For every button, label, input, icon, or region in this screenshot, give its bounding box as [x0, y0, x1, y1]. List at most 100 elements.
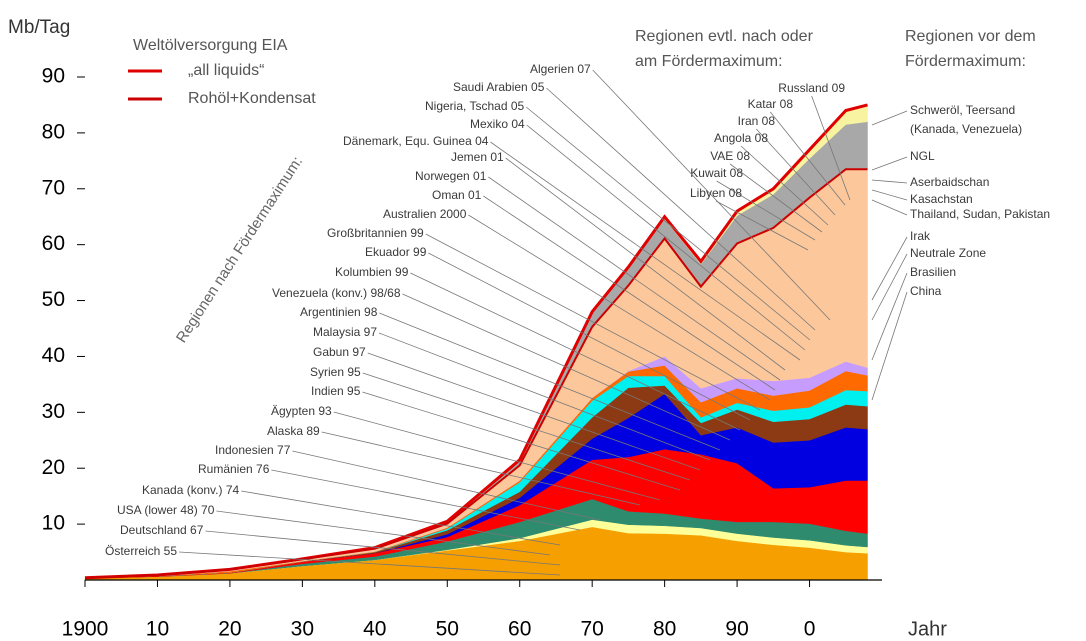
y-tick-label: 60 — [42, 232, 65, 255]
leader-line — [871, 253, 908, 321]
legend-label: „all liquids“ — [188, 62, 264, 79]
column-header: am Fördermaximum: — [635, 53, 783, 70]
leader-line — [378, 332, 711, 461]
leader-line — [468, 214, 771, 401]
region-label: Kuwait 08 — [690, 166, 743, 180]
region-label: Österreich 55 — [105, 544, 177, 558]
leader-line — [871, 156, 908, 171]
region-label: Syrien 95 — [310, 365, 361, 379]
region-label: Libyen 08 — [690, 186, 742, 200]
region-label: Ägypten 93 — [271, 404, 332, 418]
x-tick-label: 80 — [653, 618, 676, 641]
region-label: Brasilien — [910, 265, 956, 279]
leader-line — [871, 179, 908, 184]
leader-line — [505, 157, 786, 371]
region-label: Mexiko 04 — [470, 117, 525, 131]
leader-line — [292, 450, 601, 521]
leader-line — [410, 272, 741, 431]
x-tick-label: 20 — [218, 618, 241, 641]
x-tick-label: 30 — [291, 618, 314, 641]
region-label: Indonesien 77 — [215, 443, 291, 457]
leader-line — [770, 111, 846, 206]
leader-line — [428, 252, 751, 421]
column-header: Fördermaximum: — [905, 53, 1026, 70]
region-label: VAE 08 — [710, 149, 750, 163]
x-tick-label: 70 — [581, 618, 604, 641]
region-label: Norwegen 01 — [415, 169, 487, 183]
region-label: Angola 08 — [714, 131, 768, 145]
leader-line — [740, 145, 829, 226]
leader-line — [179, 551, 561, 576]
rotated-label: Regionen nach Fördermaximum: — [173, 153, 306, 345]
leader-line — [216, 510, 551, 556]
y-tick-label: 20 — [42, 456, 65, 479]
leader-line — [871, 199, 908, 216]
leader-line — [379, 312, 721, 451]
region-label: Thailand, Sudan, Pakistan — [910, 207, 1050, 221]
legend-label: Rohöl+Kondensat — [188, 90, 316, 107]
region-label: Gabun 97 — [313, 345, 366, 359]
x-axis-label: Jahr — [908, 618, 947, 640]
leader-line — [425, 233, 761, 411]
region-label: Alaska 89 — [267, 424, 320, 438]
region-label: USA (lower 48) 70 — [117, 503, 215, 517]
region-label: Saudi Arabien 05 — [453, 80, 545, 94]
region-label: Malaysia 97 — [313, 325, 377, 339]
y-axis-label: Mb/Tag — [8, 17, 70, 38]
leader-line — [729, 163, 823, 233]
region-label: Algerien 07 — [530, 62, 591, 76]
leader-line — [362, 391, 681, 491]
leader-line — [526, 124, 806, 351]
region-label: Nigeria, Tschad 05 — [425, 99, 524, 113]
region-label: Irak — [910, 229, 931, 243]
x-tick-label: 60 — [508, 618, 531, 641]
region-label: Jemen 01 — [451, 150, 504, 164]
leader-line — [715, 200, 809, 251]
leader-line — [871, 291, 908, 401]
region-label: Venezuela (konv.) 98/68 — [272, 286, 401, 300]
region-label: Deutschland 67 — [120, 523, 204, 537]
x-tick-label: 40 — [363, 618, 386, 641]
leader-line — [241, 490, 561, 546]
x-tick-label: 50 — [436, 618, 459, 641]
region-label: (Kanada, Venezuela) — [910, 122, 1022, 136]
region-label: Iran 08 — [738, 114, 776, 128]
region-label: Ekuador 99 — [365, 245, 427, 259]
x-tick-label: 0 — [804, 618, 816, 641]
x-tick-label: 90 — [725, 618, 748, 641]
leader-line — [811, 95, 851, 201]
leader-line — [321, 431, 641, 506]
y-tick-label: 80 — [42, 120, 65, 143]
region-label: Schweröl, Teersand — [910, 103, 1015, 117]
region-label: Argentinien 98 — [300, 305, 378, 319]
y-tick-label: 10 — [42, 512, 65, 535]
region-label: Kasachstan — [910, 192, 973, 206]
region-label: NGL — [910, 149, 935, 163]
y-tick-label: 30 — [42, 400, 65, 423]
line — [84, 168, 868, 579]
column-header: Regionen vor dem — [905, 28, 1036, 45]
legend-title: Weltölversorgung EIA — [133, 37, 288, 54]
leader-line — [592, 69, 831, 321]
leader-line — [271, 469, 581, 531]
y-tick-label: 50 — [42, 288, 65, 311]
leader-line — [367, 352, 701, 471]
y-tick-label: 40 — [42, 344, 65, 367]
leader-line — [756, 128, 836, 216]
region-label: Großbritannien 99 — [327, 226, 424, 240]
leader-line — [483, 195, 776, 391]
region-label: Dänemark, Equ. Guinea 04 — [343, 134, 489, 148]
leader-line — [490, 141, 801, 361]
region-label: Russland 09 — [778, 81, 845, 95]
leader-line — [546, 87, 816, 331]
region-label: Rumänien 76 — [198, 462, 270, 476]
leader-line — [871, 189, 908, 201]
areas — [84, 104, 868, 581]
leader-line — [871, 272, 908, 361]
leader-line — [871, 110, 908, 126]
region-label: Australien 2000 — [383, 207, 467, 221]
leader-line — [402, 293, 731, 441]
region-label: Kolumbien 99 — [335, 265, 409, 279]
leader-line — [333, 411, 661, 501]
